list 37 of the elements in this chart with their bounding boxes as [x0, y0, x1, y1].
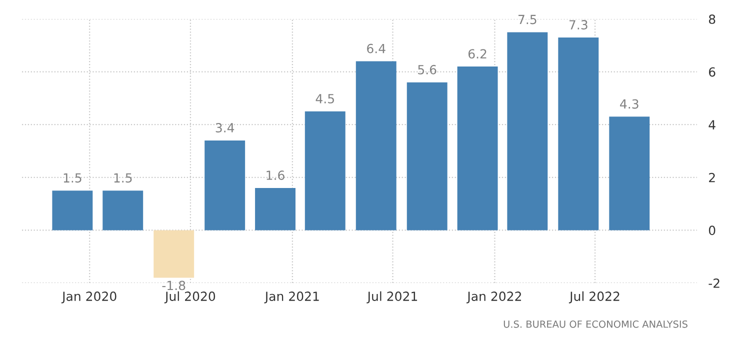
- bar: [558, 37, 599, 230]
- text: U.S. BUREAU OF ECONOMIC ANALYSIS: [504, 320, 688, 328]
- y-tick-label: 4: [708, 120, 716, 130]
- bar: [356, 61, 396, 230]
- x-tick-label: Jan 2020: [61, 292, 116, 304]
- x-tick-label: Jul 2021: [366, 291, 418, 304]
- x-tick-label: Jul 2020: [164, 291, 216, 304]
- bar: [255, 188, 296, 230]
- data-label: 1.5: [64, 173, 82, 183]
- data-label: 7.5: [518, 14, 536, 24]
- data-label: 6.2: [468, 49, 486, 59]
- data-label: 4.5: [316, 94, 334, 104]
- x-tick-label: Jul 2022: [568, 291, 620, 304]
- x-tick-label: Jan 2022: [466, 292, 521, 304]
- bar: [507, 32, 548, 230]
- bar: [102, 190, 144, 230]
- bar: [609, 116, 650, 230]
- bar: [154, 230, 194, 278]
- y-tick-label: 6: [708, 67, 716, 77]
- bar: [204, 140, 246, 230]
- data-label: 3.4: [216, 123, 234, 132]
- y-tick-label: 2: [709, 172, 715, 182]
- data-label: 1.6: [266, 170, 284, 180]
- data-label: 4.3: [620, 99, 638, 109]
- data-label: -1.8: [162, 280, 186, 290]
- data-label: 7.3: [569, 20, 588, 30]
- data-label: 5.6: [418, 64, 436, 74]
- bar: [457, 66, 498, 230]
- bar: [304, 111, 346, 230]
- bar: [406, 82, 448, 230]
- data-label: 6.4: [367, 44, 386, 54]
- bar: [52, 190, 93, 230]
- y-tick-label: 0: [708, 226, 716, 236]
- y-tick-label: 8: [708, 14, 716, 24]
- x-tick-label: Jan 2021: [264, 292, 319, 304]
- y-tick-label: -2: [708, 278, 720, 288]
- data-label: 1.5: [114, 173, 132, 183]
